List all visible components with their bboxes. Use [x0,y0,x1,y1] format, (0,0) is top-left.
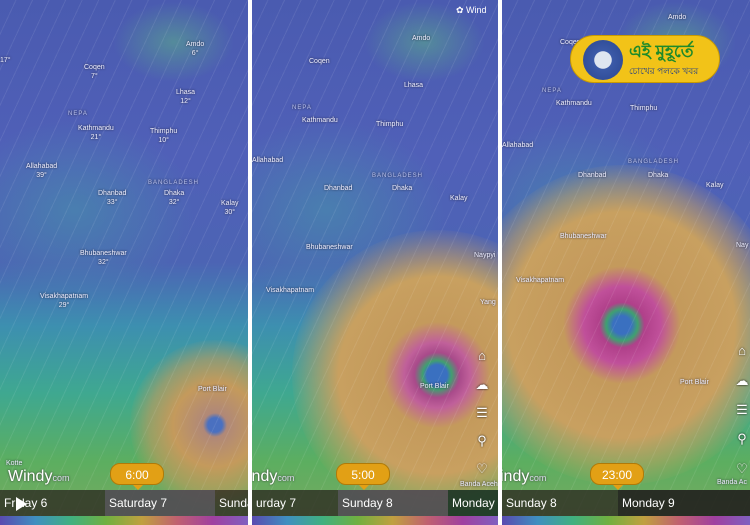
weather-icon[interactable]: ☁ [735,373,749,388]
day-monday[interactable]: Monday [448,490,498,516]
city-label: Banda Ac [717,479,747,486]
windy-logo[interactable]: indycom [252,468,295,485]
timeline[interactable]: Friday 6 Saturday 7 Sunda [0,490,248,516]
city-label: Kotte [6,460,23,467]
color-legend [252,516,498,525]
city-label: Thimphu 10° [150,128,178,144]
city-label: Kalay [450,195,468,202]
timeline[interactable]: Sunday 8 Monday 9 [502,490,750,516]
city-label: Lhasa 12° [176,89,196,105]
country-label: BANGLADESH [628,159,680,165]
city-label: Dhaka [392,185,413,192]
city-label: Visakhapatnam [516,277,565,284]
city-label: Port Blair [420,383,449,390]
city-label: Nay [736,242,749,249]
city-label: Visakhapatnam 29° [40,293,89,309]
day-sunday[interactable]: Sunday 8 [506,496,557,510]
weather-icon[interactable]: ☁ [475,377,489,392]
city-label: Dhanbad [578,172,607,179]
home-icon[interactable]: ⌂ [738,343,746,358]
city-label: Thimphu [376,121,404,128]
day-saturday[interactable]: Saturday 7 [105,490,215,516]
time-bubble[interactable]: 5:00 [336,463,390,490]
city-label: Amdo 6° [186,41,205,57]
city-label: Coqen 7° [84,64,105,80]
favorite-icon[interactable]: ♡ [476,461,488,476]
day-monday[interactable]: Monday 9 [618,490,750,516]
city-label: Bhubaneshwar [306,244,353,251]
time-bubble[interactable]: 6:00 [110,463,164,490]
city-label: Dhanbad 33° [98,190,127,206]
color-legend [0,516,248,525]
pen-nib-icon [583,40,623,80]
country-label: BANGLADESH [372,173,424,179]
city-label: Port Blair [198,386,227,393]
time-bubble[interactable]: 23:00 [590,463,644,490]
layer-label[interactable]: ✿ Wind [456,5,487,15]
windy-logo[interactable]: indycom [502,468,547,485]
city-label: Amdo [668,14,687,21]
map-panel-1[interactable]: 17° Amdo 6° Coqen 7° Lhasa 12° NEPA Kathman… [0,0,248,525]
windy-logo[interactable]: Windycom [8,468,70,485]
brand-title: এই মুহূর্তে [629,42,694,61]
city-label: Kalay [706,182,724,189]
city-label: Thimphu [630,105,658,112]
city-label: 17° [0,57,11,64]
country-label: NEPA [68,111,88,117]
city-label: Bhubaneshwar 32° [80,250,127,266]
menu-icon[interactable]: ☰ [736,402,748,417]
city-label: Dhaka 32° [164,190,185,206]
city-label: Kalay 30° [221,200,239,216]
country-label: NEPA [542,88,562,94]
brand-tagline: চোখের পলকে খবর [629,66,699,76]
city-label: Coqen [560,39,581,46]
city-label: Allahabad 39° [26,163,58,179]
city-label: Visakhapatnam [266,287,315,294]
city-label: Kathmandu 21° [78,125,114,141]
city-label: Dhanbad [324,185,353,192]
city-label: Port Blair [680,379,709,386]
city-label: Amdo [412,35,431,42]
city-label: Allahabad [252,157,284,164]
country-label: NEPA [292,105,312,111]
city-label: Kathmandu [556,100,592,107]
city-label: Yang [480,299,496,306]
city-label: Naypyi [474,252,496,259]
day-sunday[interactable]: Sunda [219,496,248,510]
city-label: Allahabad [502,142,534,149]
day-saturday[interactable]: urday 7 [256,496,297,510]
map-panel-3[interactable]: Amdo Coqen NEPA Kathmandu Thimphu Allaha… [502,0,750,525]
city-label: Banda Aceh [460,481,498,488]
play-icon[interactable] [16,497,27,511]
day-sunday[interactable]: Sunday 8 [338,490,448,516]
color-legend [502,516,750,525]
cyclone [502,165,750,485]
city-label: Dhaka [648,172,669,179]
city-label: Coqen [309,58,330,65]
home-icon[interactable]: ⌂ [478,348,486,363]
city-label: Bhubaneshwar [560,233,607,240]
brand-logo: এই মুহূর্তে চোখের পলকে খবর [570,35,720,83]
menu-icon[interactable]: ☰ [476,405,488,420]
city-label: Kathmandu [302,117,338,124]
country-label: BANGLADESH [148,180,200,186]
city-label: Lhasa [404,82,424,89]
favorite-icon[interactable]: ♡ [736,461,748,476]
search-icon[interactable]: ⚲ [737,431,747,446]
search-icon[interactable]: ⚲ [477,433,487,448]
timeline[interactable]: urday 7 Sunday 8 Monday [252,490,498,516]
map-panel-2[interactable]: ✿ Wind Amdo Coqen Lhasa NEPA Kathmandu T… [252,0,498,525]
